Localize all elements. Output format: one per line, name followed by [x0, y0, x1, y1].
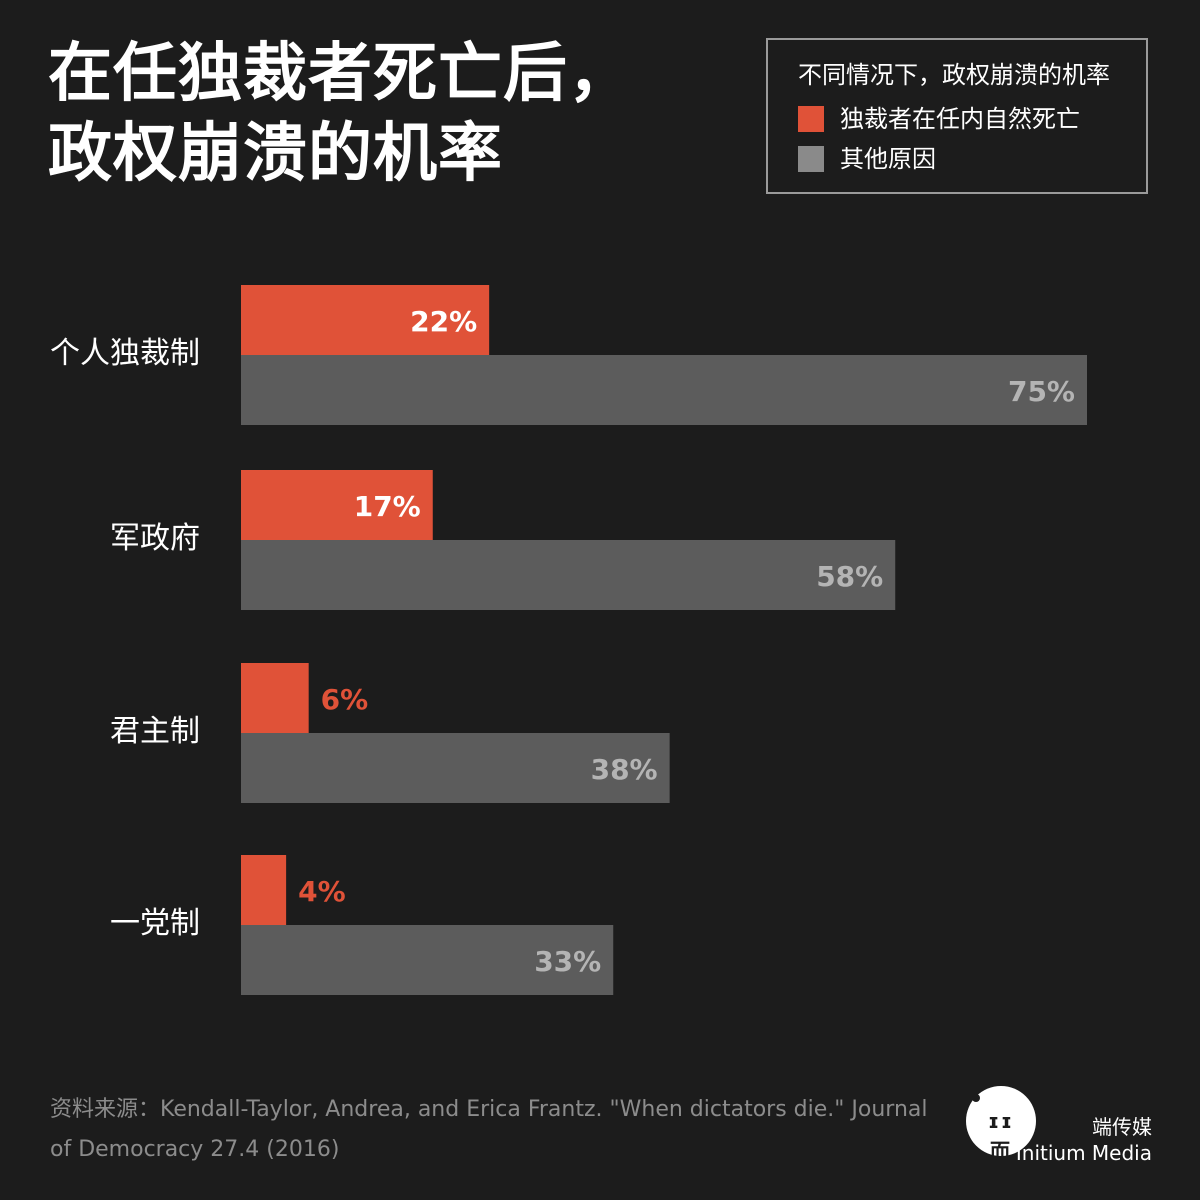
data-label-other-reasons-2: 38% — [591, 753, 658, 786]
initium-logo: ɪɪ 而 — [966, 1086, 1036, 1163]
bar-other-reasons-0 — [241, 355, 1087, 425]
legend-swatch-natural-death — [798, 106, 824, 132]
legend-title: 不同情况下，政权崩溃的机率 — [798, 61, 1110, 89]
data-label-natural-death-2: 6% — [321, 683, 369, 716]
legend-label-other-reasons: 其他原因 — [840, 145, 936, 173]
bar-natural-death-1 — [241, 470, 433, 540]
bar-other-reasons-3 — [241, 925, 614, 995]
bar-natural-death-2 — [241, 663, 309, 733]
chart-title-line-1: 在任独裁者死亡后， — [48, 37, 633, 111]
data-label-natural-death-1: 17% — [354, 490, 421, 523]
data-label-other-reasons-3: 33% — [534, 945, 601, 978]
brand-name-english: Initium Media — [1015, 1141, 1152, 1165]
data-label-other-reasons-1: 58% — [816, 560, 883, 593]
bar-natural-death-0 — [241, 285, 490, 355]
category-label-2: 君主制 — [110, 714, 200, 749]
category-label-3: 一党制 — [110, 906, 200, 941]
legend-item-other-reasons: 其他原因 — [798, 144, 936, 174]
bar-other-reasons-1 — [241, 540, 896, 610]
legend-item-natural-death: 独裁者在任内自然死亡 — [798, 104, 1080, 134]
category-label-0: 个人独裁制 — [50, 336, 200, 371]
data-label-other-reasons-0: 75% — [1008, 375, 1075, 408]
logo-dot — [972, 1094, 980, 1102]
bar-other-reasons-2 — [241, 733, 670, 803]
chart-title-line-2: 政权崩溃的机率 — [48, 117, 503, 191]
legend: 不同情况下，政权崩溃的机率 独裁者在任内自然死亡 其他原因 — [766, 38, 1148, 194]
data-label-natural-death-3: 4% — [298, 875, 346, 908]
logo-mark: ɪɪ 而 — [988, 1109, 1014, 1163]
bar-natural-death-3 — [241, 855, 287, 925]
legend-swatch-other-reasons — [798, 146, 824, 172]
legend-label-natural-death: 独裁者在任内自然死亡 — [840, 105, 1080, 133]
source-note: 资料来源：Kendall-Taylor, Andrea, and Erica F… — [50, 1097, 928, 1162]
category-label-1: 军政府 — [110, 521, 200, 556]
chart-title: 在任独裁者死亡后， 政权崩溃的机率 — [48, 34, 633, 194]
data-label-natural-death-0: 22% — [410, 305, 477, 338]
brand-name-chinese: 端传媒 — [1092, 1115, 1152, 1139]
